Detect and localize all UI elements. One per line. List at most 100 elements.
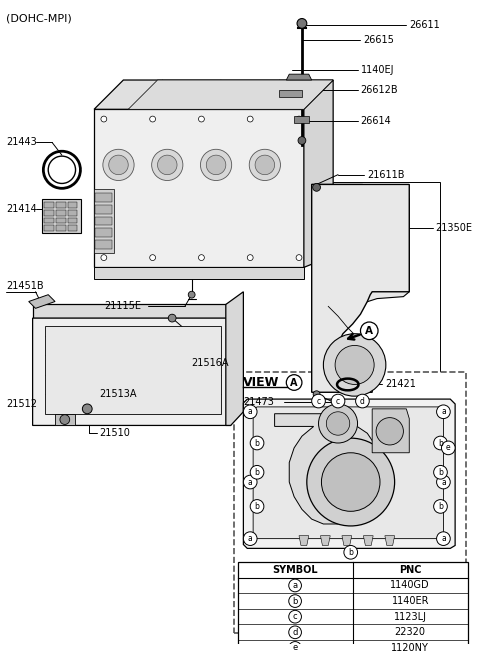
Text: 21350E: 21350E (436, 223, 473, 234)
Text: c: c (316, 396, 321, 405)
Circle shape (307, 438, 395, 526)
Polygon shape (94, 190, 114, 253)
Polygon shape (278, 90, 302, 96)
Text: d: d (360, 396, 365, 405)
Circle shape (206, 155, 226, 174)
Text: 21443: 21443 (6, 138, 37, 148)
Text: b: b (254, 438, 260, 447)
Text: c: c (336, 396, 340, 405)
Text: a: a (248, 534, 252, 543)
Text: b: b (254, 468, 260, 477)
Circle shape (289, 642, 301, 654)
Bar (68, 202, 77, 208)
Circle shape (376, 418, 403, 445)
Text: b: b (348, 548, 353, 557)
Circle shape (201, 150, 232, 180)
Text: (DOHC-MPI): (DOHC-MPI) (6, 14, 72, 24)
Text: a: a (248, 407, 252, 417)
Polygon shape (128, 80, 333, 110)
Circle shape (249, 150, 280, 180)
Text: b: b (254, 502, 260, 511)
Text: 21115E: 21115E (104, 301, 141, 312)
Bar (44, 218, 54, 224)
Circle shape (312, 184, 321, 192)
Polygon shape (45, 326, 221, 414)
Circle shape (243, 405, 257, 419)
Bar (95, 194, 112, 202)
Text: a: a (441, 534, 446, 543)
Text: 21513A: 21513A (99, 389, 136, 400)
Circle shape (250, 500, 264, 513)
Bar (68, 226, 77, 232)
Text: 21414: 21414 (6, 204, 37, 214)
Text: 26612B: 26612B (360, 85, 398, 94)
Circle shape (312, 394, 325, 408)
Text: 21451B: 21451B (6, 281, 44, 291)
Circle shape (289, 610, 301, 623)
Bar (95, 205, 112, 214)
Circle shape (101, 255, 107, 260)
Circle shape (433, 436, 447, 450)
Text: 1140ER: 1140ER (392, 596, 429, 606)
Text: VIEW: VIEW (243, 376, 280, 389)
Circle shape (324, 334, 386, 396)
Polygon shape (312, 184, 409, 392)
Bar (44, 210, 54, 216)
Circle shape (297, 18, 307, 28)
Bar (44, 226, 54, 232)
Circle shape (326, 412, 350, 435)
Text: 1140GD: 1140GD (390, 581, 430, 590)
Circle shape (247, 116, 253, 122)
Circle shape (313, 391, 320, 398)
Circle shape (442, 441, 455, 455)
Polygon shape (94, 80, 333, 110)
Polygon shape (294, 116, 309, 123)
Circle shape (289, 595, 301, 607)
Circle shape (83, 404, 92, 414)
Circle shape (150, 255, 156, 260)
Text: a: a (292, 581, 298, 590)
Text: a: a (248, 478, 252, 487)
Polygon shape (33, 304, 226, 318)
Text: A: A (290, 377, 298, 388)
Text: d: d (292, 628, 298, 637)
Text: 1140EJ: 1140EJ (360, 65, 394, 75)
Circle shape (150, 116, 156, 122)
Polygon shape (42, 199, 82, 234)
Text: 26611: 26611 (409, 20, 440, 30)
Text: a: a (441, 407, 446, 417)
Text: b: b (438, 502, 443, 511)
Circle shape (286, 375, 302, 390)
Circle shape (437, 405, 450, 419)
Polygon shape (226, 292, 243, 426)
Circle shape (356, 394, 369, 408)
Circle shape (322, 453, 380, 511)
Polygon shape (94, 268, 304, 279)
Polygon shape (363, 536, 373, 545)
Circle shape (101, 116, 107, 122)
Text: b: b (438, 468, 443, 477)
Bar (56, 218, 66, 224)
Text: SYMBOL: SYMBOL (272, 565, 318, 575)
Circle shape (289, 626, 301, 639)
Polygon shape (304, 80, 333, 268)
Circle shape (60, 415, 70, 424)
Text: 26614: 26614 (360, 116, 391, 126)
Polygon shape (286, 74, 312, 80)
Circle shape (168, 314, 176, 322)
Text: 21611B: 21611B (367, 170, 405, 180)
Circle shape (360, 322, 378, 340)
Text: 1123LJ: 1123LJ (394, 611, 427, 622)
Text: PNC: PNC (399, 565, 421, 575)
Text: 26615: 26615 (363, 35, 394, 45)
Circle shape (243, 532, 257, 545)
Circle shape (103, 150, 134, 180)
Text: b: b (438, 438, 443, 447)
Bar (56, 202, 66, 208)
Text: A: A (365, 326, 373, 336)
Circle shape (247, 255, 253, 260)
Bar (44, 202, 54, 208)
Polygon shape (385, 536, 395, 545)
Circle shape (335, 346, 374, 384)
Text: 21510: 21510 (99, 428, 130, 438)
